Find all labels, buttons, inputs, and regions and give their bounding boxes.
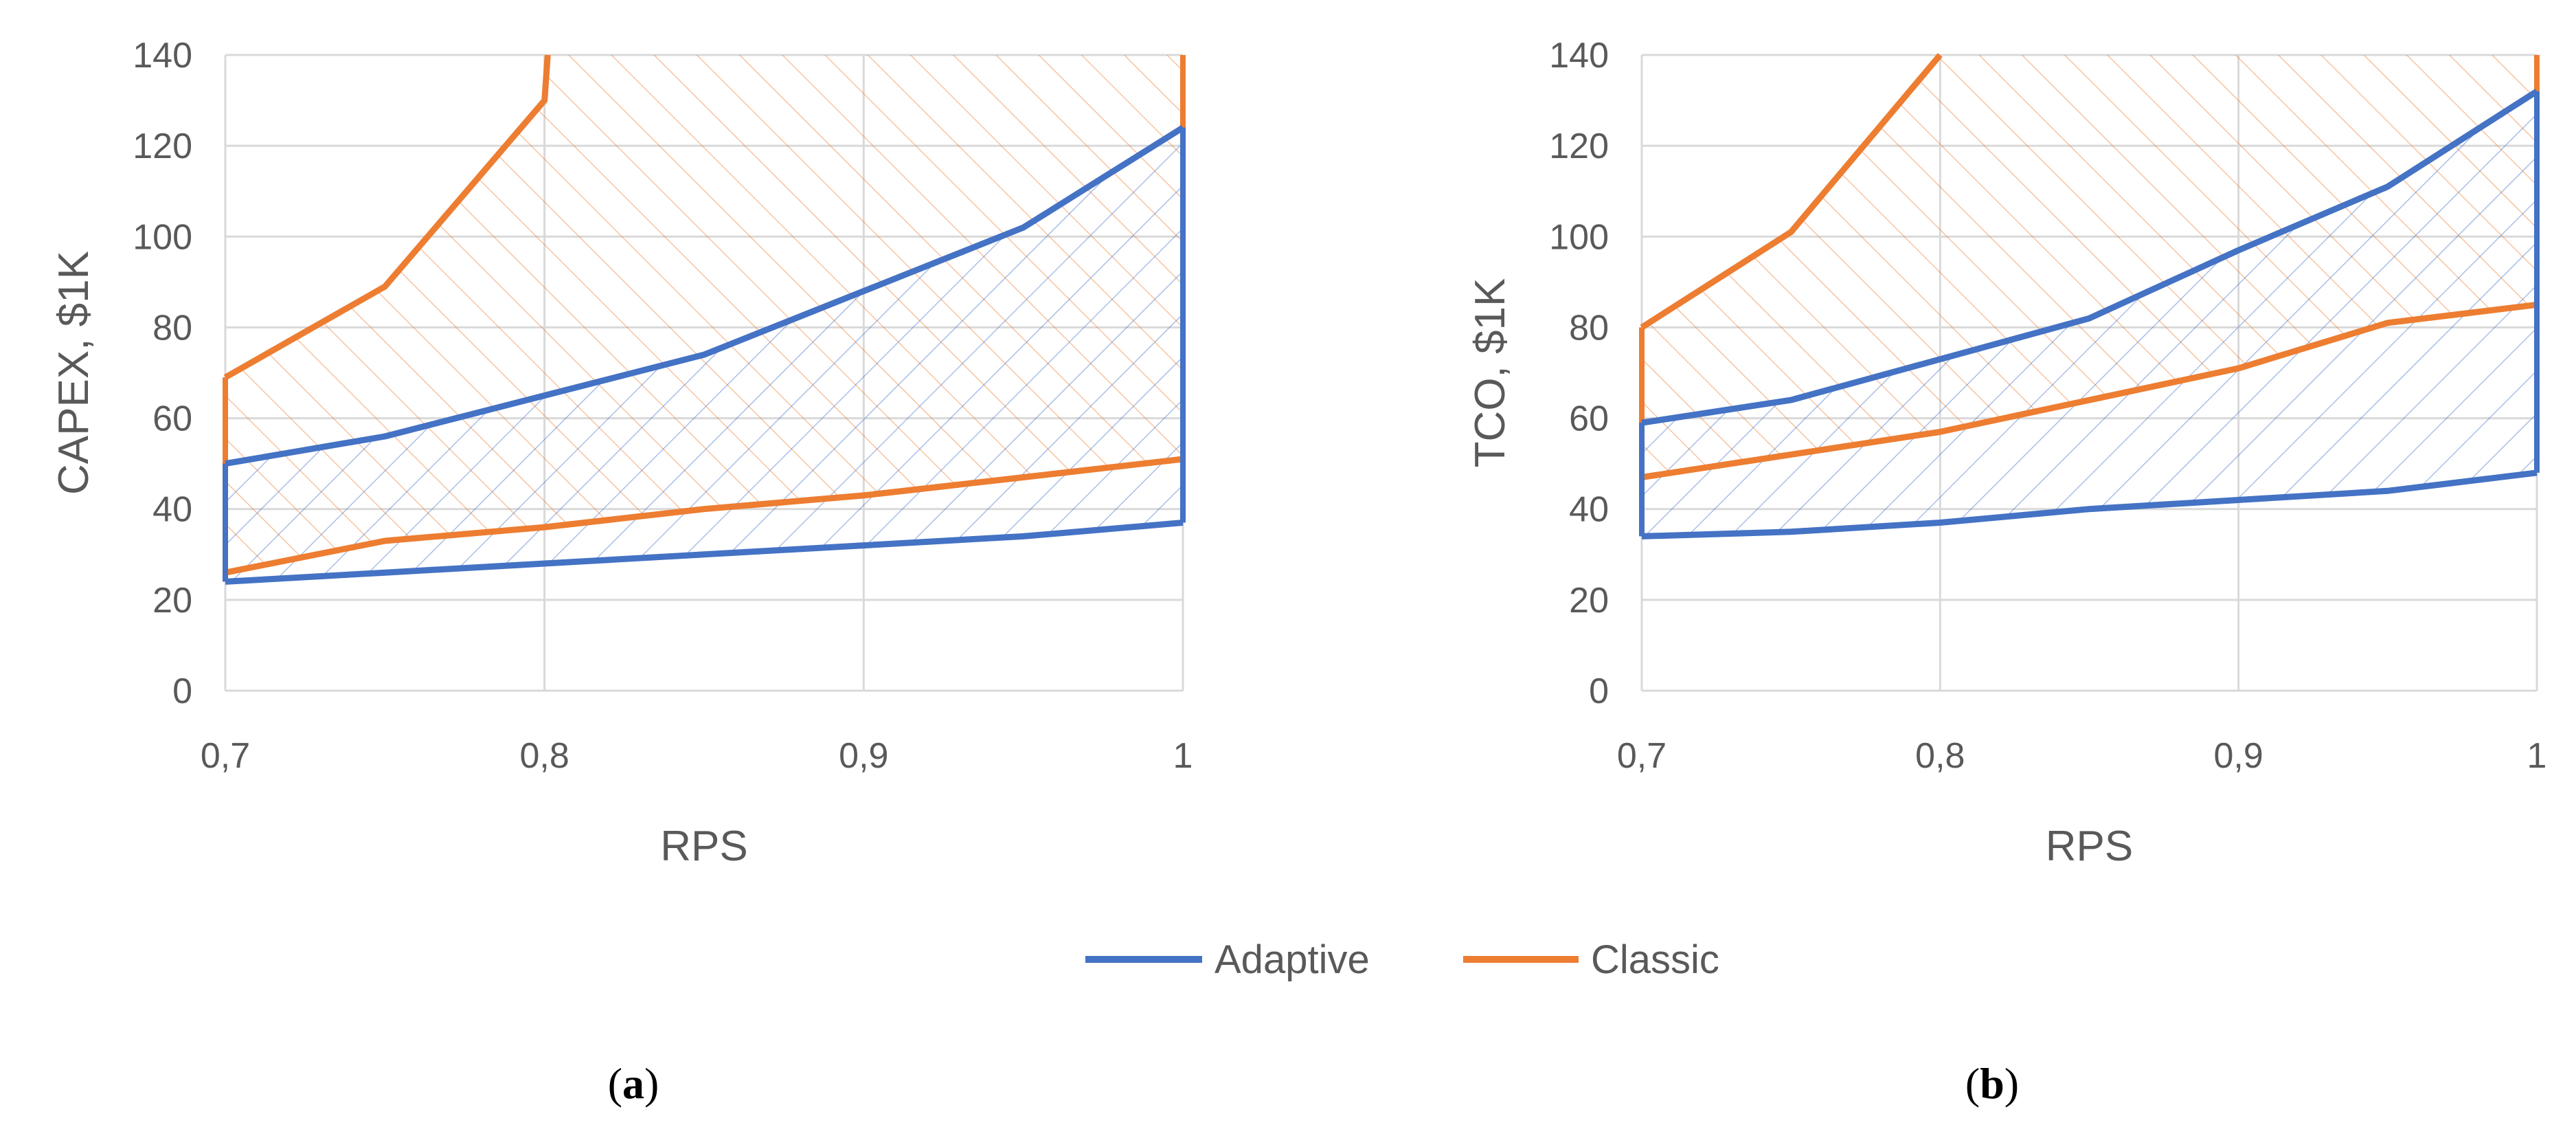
- hatch-region-adaptive: [1642, 91, 2537, 537]
- chart-panel-b: 0 20 40 60 80 100 120 140 0,7 0,8 0,9 1 RPS TCO, $1K: [1467, 36, 2546, 870]
- hatch-region-adaptive: [225, 127, 1183, 582]
- y-tick-label: 0: [172, 671, 192, 711]
- y-axis-title: TCO, $1K: [1467, 278, 1514, 468]
- x-tick-label: 1: [1173, 736, 1193, 776]
- series-line-adaptive-lower: [225, 520, 1184, 585]
- hatch-region-classic: [1642, 55, 2537, 478]
- y-tick-label: 40: [152, 490, 192, 530]
- y-tick-label: 80: [152, 308, 192, 348]
- series-line-classic-upper: [1640, 53, 1943, 331]
- subfigure-label-text: (a): [608, 1059, 659, 1108]
- series-line-adaptive-lower: [1641, 469, 2538, 539]
- x-tick-label: 0,7: [1617, 736, 1667, 776]
- x-tick-label: 1: [2527, 736, 2547, 776]
- y-tick-label: 60: [152, 399, 192, 439]
- y-tick-label: 100: [1549, 217, 1609, 257]
- y-tick-label: 100: [133, 217, 192, 257]
- x-tick-label: 0,8: [1915, 736, 1965, 776]
- series-line-classic-lower: [225, 456, 1184, 576]
- y-tick-label: 140: [1549, 36, 1609, 76]
- x-tick-label: 0,9: [2214, 736, 2263, 776]
- y-axis-title: CAPEX, $1K: [50, 251, 98, 495]
- y-tick-label: 120: [1549, 126, 1609, 166]
- legend-label-classic: Classic: [1591, 937, 1719, 982]
- y-tick-label: 20: [152, 581, 192, 621]
- y-tick-label: 140: [133, 36, 192, 76]
- subfigure-label-a: (a): [608, 1059, 659, 1108]
- legend-label-adaptive: Adaptive: [1214, 937, 1370, 982]
- y-tick-label: 80: [1569, 308, 1609, 348]
- y-tick-label: 0: [1589, 671, 1609, 711]
- y-tick-label: 60: [1569, 399, 1609, 439]
- x-tick-label: 0,8: [520, 736, 569, 776]
- y-tick-label: 20: [1569, 581, 1609, 621]
- y-tick-label: 120: [133, 126, 192, 166]
- x-axis-title: RPS: [2046, 823, 2133, 870]
- series-line-classic-upper: [223, 54, 551, 381]
- legend: Adaptive Classic: [1085, 937, 1719, 982]
- series-line-adaptive-upper: [225, 124, 1185, 467]
- x-tick-label: 0,9: [839, 736, 888, 776]
- x-axis-title: RPS: [660, 823, 747, 870]
- y-tick-label: 40: [1569, 490, 1609, 530]
- x-tick-label: 0,7: [201, 736, 250, 776]
- series-line-adaptive-upper: [1641, 89, 2539, 426]
- series-line-classic-lower: [1641, 301, 2538, 480]
- chart-panel-a: 0 20 40 60 80 100 120 140 0,7 0,8 0,9 1 RPS CAPEX, $1…: [50, 36, 1193, 870]
- subfigure-label-text: (b): [1965, 1059, 2019, 1108]
- subfigure-label-b: (b): [1965, 1059, 2019, 1108]
